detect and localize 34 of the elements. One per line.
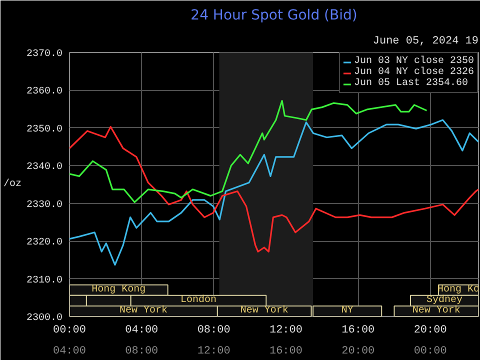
band-label: New York [412, 304, 460, 317]
band-label: NY [341, 306, 354, 317]
x2-tick-label: 20:00 [342, 346, 375, 358]
x-tick-label: 12:00 [269, 324, 303, 336]
band-label: London [180, 294, 217, 306]
x-tick-label: 08:00 [197, 324, 230, 336]
chart-title: 24 Hour Spot Gold (Bid) [190, 8, 358, 24]
text: June 05, 2024 19 [372, 36, 479, 48]
y-tick-label: 2310.0 [26, 275, 63, 286]
x2-tick-label: 00:00 [414, 346, 447, 358]
legend-label: Jun 03 NY close 2350 [354, 56, 474, 67]
y-tick-label: 2340.0 [26, 162, 63, 174]
band-label: Sydney [426, 294, 463, 306]
y-tick-label: 2330.0 [26, 200, 63, 211]
x2-tick-label: 08:00 [125, 346, 158, 358]
x2-tick-label: 04:00 [52, 346, 86, 358]
legend-label: Jun 05 Last 2354.60 [354, 78, 468, 89]
band-label: New York [119, 304, 168, 317]
x-tick-label: 20:00 [414, 324, 447, 336]
y-tick-label: 2320.0 [26, 238, 63, 249]
band-label: New York [240, 304, 288, 317]
y-tick-label: 2300.0 [26, 313, 63, 324]
line-series [70, 100, 428, 204]
y-tick-label: 2370.0 [26, 49, 63, 60]
x2-tick-label: 16:00 [269, 346, 303, 358]
legend-label: Jun 04 NY close 2326 [354, 67, 474, 78]
y-tick-label: 2350.0 [26, 124, 63, 136]
y-tick-label: 2360.0 [26, 86, 63, 98]
y-axis-title: /oz [3, 178, 22, 190]
x-tick-label: 00:00 [52, 324, 86, 336]
x-tick-label: 04:00 [125, 324, 158, 336]
x-tick-label: 16:00 [342, 324, 375, 336]
x2-tick-label: 12:00 [197, 346, 230, 358]
band-label: Hong Kong [92, 284, 146, 296]
